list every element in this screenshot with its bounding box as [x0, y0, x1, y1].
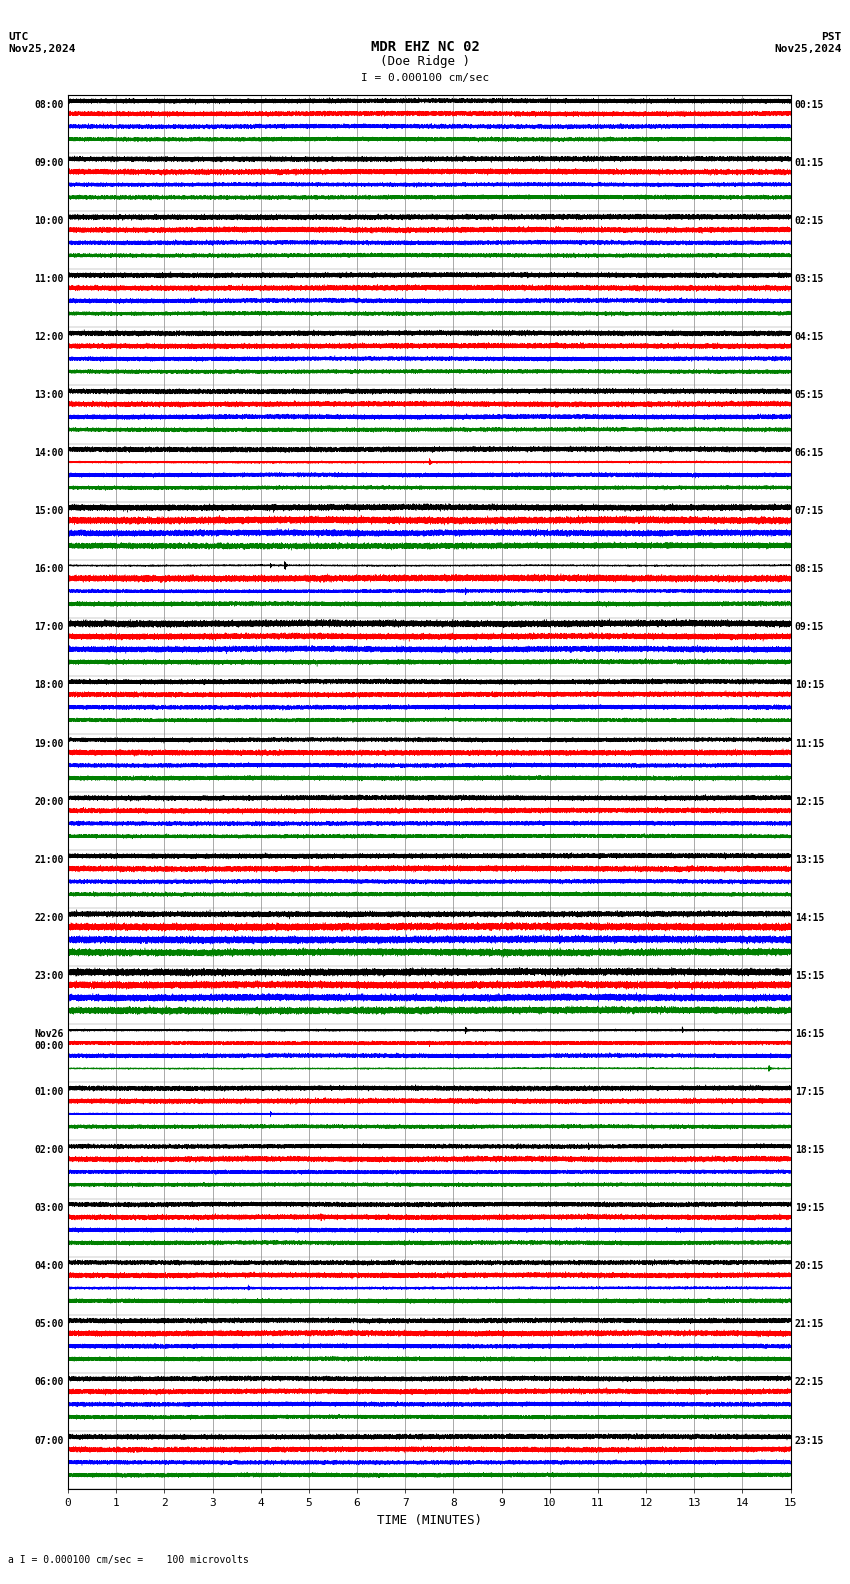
Text: 17:00: 17:00 [34, 623, 64, 632]
Text: 05:00: 05:00 [34, 1319, 64, 1329]
Text: I = 0.000100 cm/sec: I = 0.000100 cm/sec [361, 73, 489, 82]
Text: 19:15: 19:15 [795, 1204, 824, 1213]
Text: 04:15: 04:15 [795, 333, 824, 342]
Text: Nov25,2024: Nov25,2024 [774, 44, 842, 54]
Text: MDR EHZ NC 02: MDR EHZ NC 02 [371, 40, 479, 54]
Text: 19:00: 19:00 [34, 738, 64, 749]
Text: 15:15: 15:15 [795, 971, 824, 980]
Text: 03:00: 03:00 [34, 1204, 64, 1213]
Text: 23:00: 23:00 [34, 971, 64, 980]
Text: 15:00: 15:00 [34, 507, 64, 516]
Text: 05:15: 05:15 [795, 390, 824, 401]
Text: 11:00: 11:00 [34, 274, 64, 284]
Text: 07:15: 07:15 [795, 507, 824, 516]
Text: 22:00: 22:00 [34, 912, 64, 923]
Text: 08:00: 08:00 [34, 100, 64, 109]
Text: 02:15: 02:15 [795, 215, 824, 227]
Text: 11:15: 11:15 [795, 738, 824, 749]
Text: 02:00: 02:00 [34, 1145, 64, 1155]
Text: 01:15: 01:15 [795, 158, 824, 168]
Text: a I = 0.000100 cm/sec =    100 microvolts: a I = 0.000100 cm/sec = 100 microvolts [8, 1555, 249, 1565]
Text: (Doe Ridge ): (Doe Ridge ) [380, 55, 470, 68]
Text: 01:00: 01:00 [34, 1087, 64, 1098]
Text: 16:15: 16:15 [795, 1030, 824, 1039]
Text: 07:00: 07:00 [34, 1435, 64, 1446]
Text: 16:00: 16:00 [34, 564, 64, 575]
Text: 18:15: 18:15 [795, 1145, 824, 1155]
Text: 04:00: 04:00 [34, 1261, 64, 1272]
Text: 00:15: 00:15 [795, 100, 824, 109]
Text: 06:15: 06:15 [795, 448, 824, 458]
Text: 13:00: 13:00 [34, 390, 64, 401]
Text: 14:15: 14:15 [795, 912, 824, 923]
Text: 18:00: 18:00 [34, 681, 64, 691]
Text: 06:00: 06:00 [34, 1378, 64, 1388]
Text: 17:15: 17:15 [795, 1087, 824, 1098]
Text: 03:15: 03:15 [795, 274, 824, 284]
Text: 23:15: 23:15 [795, 1435, 824, 1446]
Text: 09:00: 09:00 [34, 158, 64, 168]
Text: PST: PST [821, 32, 842, 41]
Text: 13:15: 13:15 [795, 855, 824, 865]
X-axis label: TIME (MINUTES): TIME (MINUTES) [377, 1514, 482, 1527]
Text: 21:15: 21:15 [795, 1319, 824, 1329]
Text: 12:00: 12:00 [34, 333, 64, 342]
Text: Nov25,2024: Nov25,2024 [8, 44, 76, 54]
Text: 12:15: 12:15 [795, 797, 824, 806]
Text: UTC: UTC [8, 32, 29, 41]
Text: 20:00: 20:00 [34, 797, 64, 806]
Text: 08:15: 08:15 [795, 564, 824, 575]
Text: 10:15: 10:15 [795, 681, 824, 691]
Text: 14:00: 14:00 [34, 448, 64, 458]
Text: Nov26
00:00: Nov26 00:00 [34, 1030, 64, 1050]
Text: 22:15: 22:15 [795, 1378, 824, 1388]
Text: 20:15: 20:15 [795, 1261, 824, 1272]
Text: 09:15: 09:15 [795, 623, 824, 632]
Text: 21:00: 21:00 [34, 855, 64, 865]
Text: 10:00: 10:00 [34, 215, 64, 227]
